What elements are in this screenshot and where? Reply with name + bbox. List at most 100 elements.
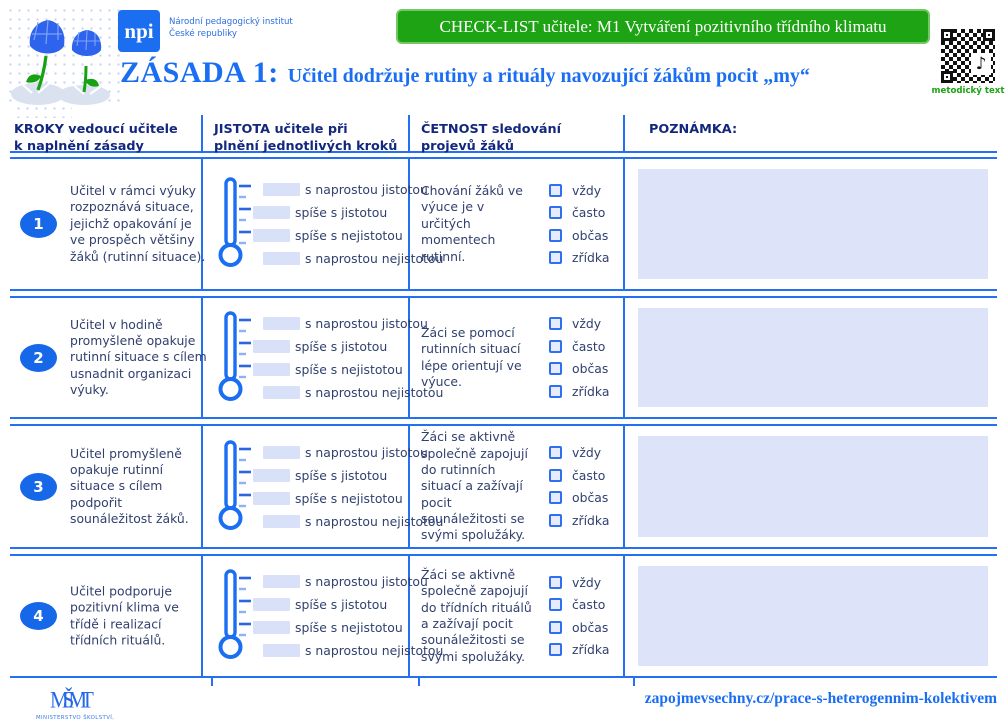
row-number-badge: 1 [20, 210, 57, 238]
certainty-options: s naprostou jistotou spíše s jistotou sp… [253, 570, 443, 662]
frequency-cell: Žáci se aktivně společně zapojují do rut… [410, 426, 625, 547]
frequency-label: zřídka [572, 642, 610, 658]
frequency-checkbox[interactable] [549, 183, 562, 197]
thermometer-icon [218, 310, 251, 401]
frequency-label: často [572, 597, 606, 613]
frequency-checkbox[interactable] [549, 491, 562, 505]
note-cell [625, 426, 997, 547]
note-field[interactable] [638, 169, 988, 279]
certainty-option-label: s naprostou jistotou [305, 574, 428, 589]
frequency-options: vždy často občas zřídka [549, 571, 609, 661]
frequency-checkbox[interactable] [549, 468, 562, 482]
frequency-checkbox[interactable] [549, 362, 562, 376]
npi-logo-text: npi [124, 18, 154, 43]
certainty-blank-field[interactable] [263, 445, 300, 459]
step-text: Učitel v hodině promyšleně opakuje rutin… [70, 316, 207, 398]
divider [418, 678, 420, 686]
frequency-options: vždy často občas zřídka [549, 442, 609, 532]
note-field[interactable] [638, 566, 988, 666]
observation-text: Žáci se pomocí rutinních situací lépe or… [421, 324, 522, 389]
footer-link[interactable]: zapojmevsechny.cz/prace-s-heterogennim-k… [644, 690, 997, 707]
certainty-blank-field[interactable] [263, 385, 300, 399]
certainty-blank-field[interactable] [253, 206, 290, 219]
qr-caption: metodický text [931, 86, 1005, 96]
frequency-checkbox[interactable] [549, 513, 562, 527]
frequency-checkbox[interactable] [549, 339, 562, 353]
flowers-illustration [11, 19, 110, 105]
certainty-cell: s naprostou jistotou spíše s jistotou sp… [203, 298, 443, 417]
certainty-cell: s naprostou jistotou spíše s jistotou sp… [203, 159, 443, 289]
frequency-checkbox[interactable] [549, 575, 562, 589]
frequency-checkbox[interactable] [549, 598, 562, 612]
certainty-blank-field[interactable] [263, 316, 300, 330]
checklist-banner: CHECK-LIST učitele: M1 Vytváření pozitiv… [396, 9, 930, 44]
page-title: ZÁSADA 1: Učitel dodržuje rutiny a rituá… [120, 56, 930, 90]
frequency-label: vždy [572, 445, 602, 461]
certainty-blank-field[interactable] [253, 598, 290, 611]
step-text: Učitel podporuje pozitivní klima ve tříd… [70, 583, 179, 648]
frequency-checkbox[interactable] [549, 317, 562, 331]
table-row: 2 Učitel v hodině promyšleně opakuje rut… [10, 296, 997, 419]
frequency-label: často [572, 467, 606, 483]
certainty-option-label: s naprostou nejistotou [305, 251, 444, 266]
frequency-checkbox[interactable] [549, 620, 562, 634]
thermometer-icon [218, 569, 251, 659]
frequency-checkbox[interactable] [549, 228, 562, 242]
qr-code: ♪ [939, 27, 997, 85]
observation-text: Žáci se aktivně společně zapojují do tří… [421, 566, 532, 664]
note-cell [625, 159, 997, 289]
frequency-options: vždy často občas zřídka [549, 179, 609, 269]
certainty-options: s naprostou jistotou spíše s jistotou sp… [253, 178, 443, 270]
ministry-logo: MŠMT MINISTERSTVO ŠKOLSTVÍ, MLÁDEŽE A TĚ… [36, 687, 146, 724]
step-cell: 3 Učitel promyšleně opakuje rutinní situ… [10, 426, 203, 547]
table-row: 4 Učitel podporuje pozitivní klima ve tř… [10, 554, 997, 678]
certainty-blank-field[interactable] [253, 229, 290, 242]
certainty-cell: s naprostou jistotou spíše s jistotou sp… [203, 426, 443, 547]
note-field[interactable] [638, 308, 988, 407]
frequency-checkbox[interactable] [549, 446, 562, 460]
certainty-blank-field[interactable] [253, 339, 290, 353]
qr-finder-icon [941, 71, 953, 83]
certainty-option-label: spíše s jistotou [295, 338, 388, 354]
frequency-label: občas [572, 227, 609, 243]
table-row: 3 Učitel promyšleně opakuje rutinní situ… [10, 424, 997, 549]
row-number-badge: 4 [20, 602, 57, 630]
frequency-checkbox[interactable] [549, 206, 562, 220]
certainty-option-label: s naprostou jistotou [305, 182, 428, 197]
note-cell [625, 556, 997, 676]
frequency-checkbox[interactable] [549, 643, 562, 657]
note-field[interactable] [638, 436, 988, 537]
certainty-blank-field[interactable] [253, 362, 290, 376]
frequency-label: často [572, 205, 606, 221]
certainty-blank-field[interactable] [263, 252, 300, 265]
frequency-label: zřídka [572, 383, 610, 399]
note-cell [625, 298, 997, 417]
step-text: Učitel v rámci výuky rozpoznává situace,… [70, 183, 206, 264]
thermometer-icon [218, 177, 251, 267]
certainty-blank-field[interactable] [263, 644, 300, 657]
certainty-blank-field[interactable] [253, 621, 290, 634]
frequency-checkbox[interactable] [549, 251, 562, 265]
certainty-blank-field[interactable] [263, 514, 300, 528]
certainty-blank-field[interactable] [263, 575, 300, 588]
frequency-label: občas [572, 490, 609, 506]
frequency-cell: Žáci se pomocí rutinních situací lépe or… [410, 298, 625, 417]
table-row: 1 Učitel v rámci výuky rozpoznává situac… [10, 157, 997, 291]
certainty-blank-field[interactable] [263, 183, 300, 196]
observation-text: Žáci se aktivně společně zapojují do rut… [421, 429, 528, 543]
certainty-option-label: spíše s jistotou [295, 205, 388, 220]
step-cell: 2 Učitel v hodině promyšleně opakuje rut… [10, 298, 207, 417]
frequency-checkbox[interactable] [549, 384, 562, 398]
frequency-label: vždy [572, 182, 602, 198]
npi-org-line2: České republiky [169, 28, 237, 39]
table-header-row: KROKY vedoucí učitele k naplnění zásady … [10, 115, 997, 154]
column-header-note: POZNÁMKA: [649, 122, 738, 137]
qr-finder-icon [941, 29, 953, 41]
npi-org-line1: Národní pedagogický institut [169, 17, 293, 27]
certainty-blank-field[interactable] [253, 468, 290, 482]
certainty-option-label: spíše s nejistotou [295, 620, 403, 635]
observation-text: Chování žáků ve výuce je v určitých mome… [421, 183, 523, 264]
certainty-blank-field[interactable] [253, 491, 290, 505]
row-number-badge: 3 [20, 472, 57, 501]
